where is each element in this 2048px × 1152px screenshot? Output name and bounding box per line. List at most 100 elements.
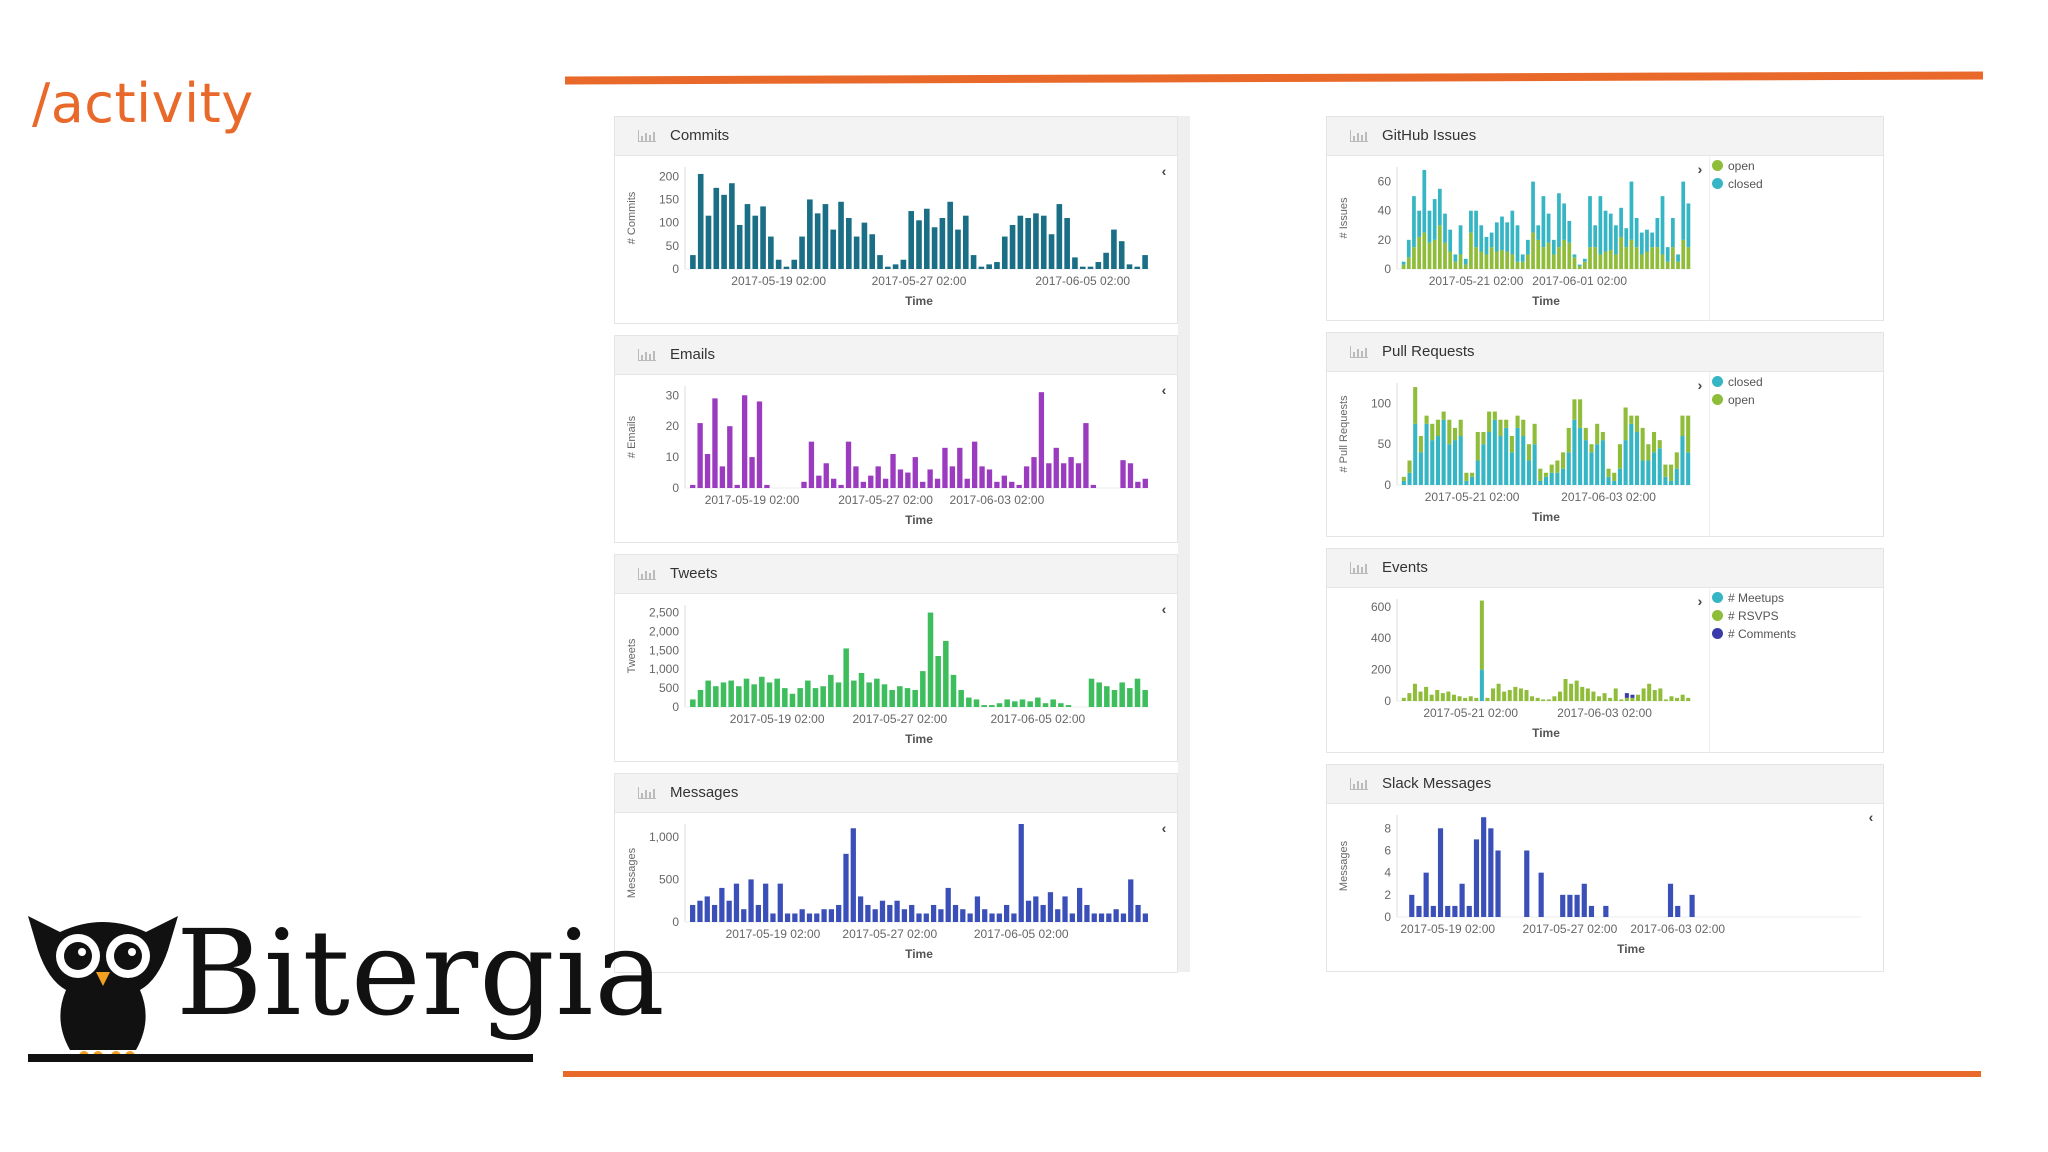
bar-closed <box>1589 452 1594 485</box>
bar-commits <box>994 262 1000 269</box>
y-tick-label: 50 <box>1378 437 1392 451</box>
bar-open <box>1686 247 1691 269</box>
bar-commits <box>978 266 985 269</box>
bar-emails <box>927 469 933 488</box>
panel-title: Events <box>1382 559 1428 576</box>
legend-toggle[interactable]: › <box>1697 161 1703 177</box>
bar--rsvps <box>1451 694 1456 701</box>
collapse-toggle[interactable]: ‹ <box>1868 809 1874 825</box>
y-tick-label: 600 <box>1371 600 1391 614</box>
legend-item-open[interactable]: open <box>1712 391 1763 409</box>
bar-tweets <box>958 690 964 707</box>
bar--rsvps <box>1468 696 1473 701</box>
bar-closed <box>1427 210 1432 243</box>
bar-emails <box>845 441 852 488</box>
panel-header: GitHub Issues <box>1327 117 1883 156</box>
legend-item-closed[interactable]: closed <box>1712 373 1763 391</box>
bar-closed <box>1407 472 1412 485</box>
legend-item-comments[interactable]: # Comments <box>1712 625 1796 643</box>
bar-closed <box>1484 236 1489 255</box>
bar-commits <box>1009 224 1016 269</box>
bar-commits <box>838 201 844 269</box>
bar-messages <box>930 904 937 922</box>
legend-item-meetups[interactable]: # Meetups <box>1712 589 1796 607</box>
bar--rsvps <box>1546 699 1551 701</box>
bar-emails <box>1009 481 1015 488</box>
bar-open <box>1676 261 1680 269</box>
x-tick-label: 2017-06-01 02:00 <box>1532 274 1627 288</box>
bar-open <box>1458 419 1463 437</box>
bar-emails <box>1135 481 1141 488</box>
y-tick-label: 0 <box>672 481 679 495</box>
panel-title: Tweets <box>670 565 718 582</box>
collapse-toggle[interactable]: ‹ <box>1161 382 1167 398</box>
bar-closed <box>1500 216 1504 251</box>
chart-legend: closed open <box>1712 373 1763 409</box>
bar-tweets <box>789 693 796 707</box>
bar-tweets <box>820 686 826 707</box>
legend-divider <box>1709 155 1710 321</box>
collapse-toggle[interactable]: ‹ <box>1161 163 1167 179</box>
bar-commits <box>1056 204 1063 269</box>
bar-slack <box>1603 905 1609 917</box>
bar-emails <box>712 398 718 488</box>
bar-open <box>1614 254 1618 269</box>
bar-messages <box>923 913 929 922</box>
bar-messages <box>770 913 776 922</box>
bar-messages <box>1047 892 1054 922</box>
legend-divider <box>1709 371 1710 537</box>
bar-emails <box>853 466 859 488</box>
collapse-toggle[interactable]: ‹ <box>1161 601 1167 617</box>
bar-tweets <box>1096 682 1102 707</box>
commits-chart: # Commits 0 50 100 150 200 2017-05-19 02:00 201… <box>626 167 1149 308</box>
legend-toggle[interactable]: › <box>1697 593 1703 609</box>
bar-closed <box>1430 440 1435 485</box>
bar-tweets <box>812 688 819 707</box>
bar-closed <box>1561 468 1566 485</box>
bar--rsvps <box>1669 696 1674 701</box>
brand-name: Bitergia <box>176 904 666 1042</box>
bar-closed <box>1655 218 1660 248</box>
collapse-toggle[interactable]: ‹ <box>1161 820 1167 836</box>
bar-open <box>1520 261 1525 269</box>
bar-emails <box>1127 463 1134 488</box>
y-tick-label: 50 <box>666 239 680 253</box>
bar-open <box>1681 239 1686 269</box>
bar-tweets <box>866 682 872 707</box>
x-tick-label: 2017-05-27 02:00 <box>852 712 947 726</box>
bar-closed <box>1515 225 1520 262</box>
bar-closed <box>1443 213 1447 243</box>
bar-commits <box>736 224 743 269</box>
bar-closed <box>1463 258 1468 265</box>
bar-messages <box>1077 887 1083 922</box>
bar-emails <box>890 454 896 488</box>
legend-divider <box>1709 587 1710 753</box>
bar-tweets <box>690 699 696 707</box>
bar-open <box>1640 427 1645 461</box>
bar-messages <box>1011 913 1017 922</box>
bar-closed <box>1437 188 1442 226</box>
bar-open <box>1669 464 1674 481</box>
x-axis-label: Time <box>1532 510 1560 524</box>
bar-emails <box>949 466 956 488</box>
legend-item-rsvps[interactable]: # RSVPS <box>1712 607 1796 625</box>
legend-toggle[interactable]: › <box>1697 377 1703 393</box>
bar-closed <box>1671 218 1675 248</box>
bar-closed <box>1504 427 1509 485</box>
bar-chart-icon <box>1350 562 1368 574</box>
bar-tweets <box>805 680 811 707</box>
bar-open <box>1598 254 1603 269</box>
bar-open <box>1432 239 1437 269</box>
bar-open <box>1546 242 1551 269</box>
bar-emails <box>934 478 941 488</box>
bar-tweets <box>743 678 750 707</box>
y-tick-label: 0 <box>1384 262 1391 276</box>
bar-commits <box>721 194 727 269</box>
legend-item-closed[interactable]: closed <box>1712 175 1763 193</box>
y-axis-label: Tweets <box>626 638 638 673</box>
legend-item-open[interactable]: open <box>1712 157 1763 175</box>
bar-open <box>1458 254 1463 269</box>
bar-closed <box>1619 207 1623 237</box>
bar--rsvps <box>1440 693 1445 701</box>
bar-commits <box>1001 236 1008 269</box>
